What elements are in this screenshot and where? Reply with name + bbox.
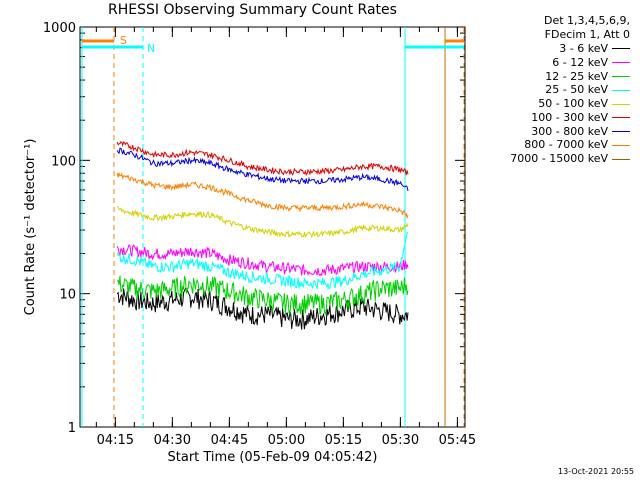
legend-entry: 12 - 25 keV [478, 70, 630, 84]
series-line-5 [116, 141, 409, 176]
plot-frame [79, 26, 466, 428]
legend-entry: 100 - 300 keV [478, 111, 630, 125]
legend-label: 6 - 12 keV [552, 55, 608, 69]
series-line-6 [116, 147, 409, 192]
y-tick-label: 1000 [43, 21, 76, 36]
flag-label-n: N [147, 42, 155, 55]
legend-label: 50 - 100 keV [538, 97, 608, 111]
y-axis-label: Count Rate (s⁻¹ detector⁻¹) [23, 139, 38, 316]
y-tick-label: 100 [51, 154, 76, 169]
legend-entry: 800 - 7000 keV [478, 138, 630, 153]
x-axis-label: Start Time (05-Feb-09 04:05:42) [168, 450, 378, 465]
series-line-4 [116, 205, 409, 239]
legend-label: 800 - 7000 keV [524, 138, 608, 152]
legend-swatch [612, 89, 630, 91]
legend-swatch [612, 75, 630, 77]
x-tick-label: 05:30 [382, 433, 419, 448]
legend-label: 25 - 50 keV [545, 83, 608, 97]
legend-label: 7000 - 15000 keV [510, 152, 608, 166]
legend-entry: 300 - 800 keV [478, 125, 630, 139]
x-tick-label: 05:00 [268, 433, 305, 448]
legend-entry: 7000 - 15000 keV [478, 152, 630, 166]
series-line-1 [116, 243, 409, 277]
legend-swatch [612, 117, 630, 119]
chart-title: RHESSI Observing Summary Count Rates [108, 2, 397, 18]
x-tick-label: 04:15 [97, 433, 134, 448]
legend-swatch [612, 158, 630, 160]
legend-detectors: Det 1,3,4,5,6,9, [543, 14, 630, 27]
legend-swatch [612, 103, 630, 105]
legend-entry: 6 - 12 keV [478, 56, 630, 70]
series-line-3 [116, 231, 409, 290]
series-line-7 [116, 172, 409, 220]
legend-label: 300 - 800 keV [531, 124, 608, 138]
legend-swatch [612, 62, 630, 64]
series-line-2 [116, 275, 409, 317]
x-tick-label: 04:45 [211, 433, 248, 448]
legend-entry: 50 - 100 keV [478, 97, 630, 111]
legend-swatch [612, 131, 630, 133]
y-tick-label: 1 [68, 421, 76, 436]
legend-swatch [612, 48, 630, 50]
x-tick-label: 05:45 [439, 433, 476, 448]
legend: Det 1,3,4,5,6,9, FDecim 1, Att 0 3 - 6 k… [478, 14, 630, 166]
legend-label: 100 - 300 keV [531, 110, 608, 124]
legend-entry: 25 - 50 keV [478, 83, 630, 97]
y-tick-label: 10 [59, 288, 76, 303]
legend-swatch [612, 144, 630, 146]
x-tick-label: 05:15 [325, 433, 362, 448]
timestamp: 13-Oct-2021 20:55 [558, 467, 634, 476]
legend-decim: FDecim 1, Att 0 [544, 28, 630, 41]
legend-label: 12 - 25 keV [545, 69, 608, 83]
x-tick-label: 04:30 [154, 433, 191, 448]
legend-label: 3 - 6 keV [559, 41, 608, 55]
flag-label-s: S [120, 34, 127, 47]
series-line-0 [116, 287, 409, 330]
legend-entry: 3 - 6 keV [478, 42, 630, 56]
